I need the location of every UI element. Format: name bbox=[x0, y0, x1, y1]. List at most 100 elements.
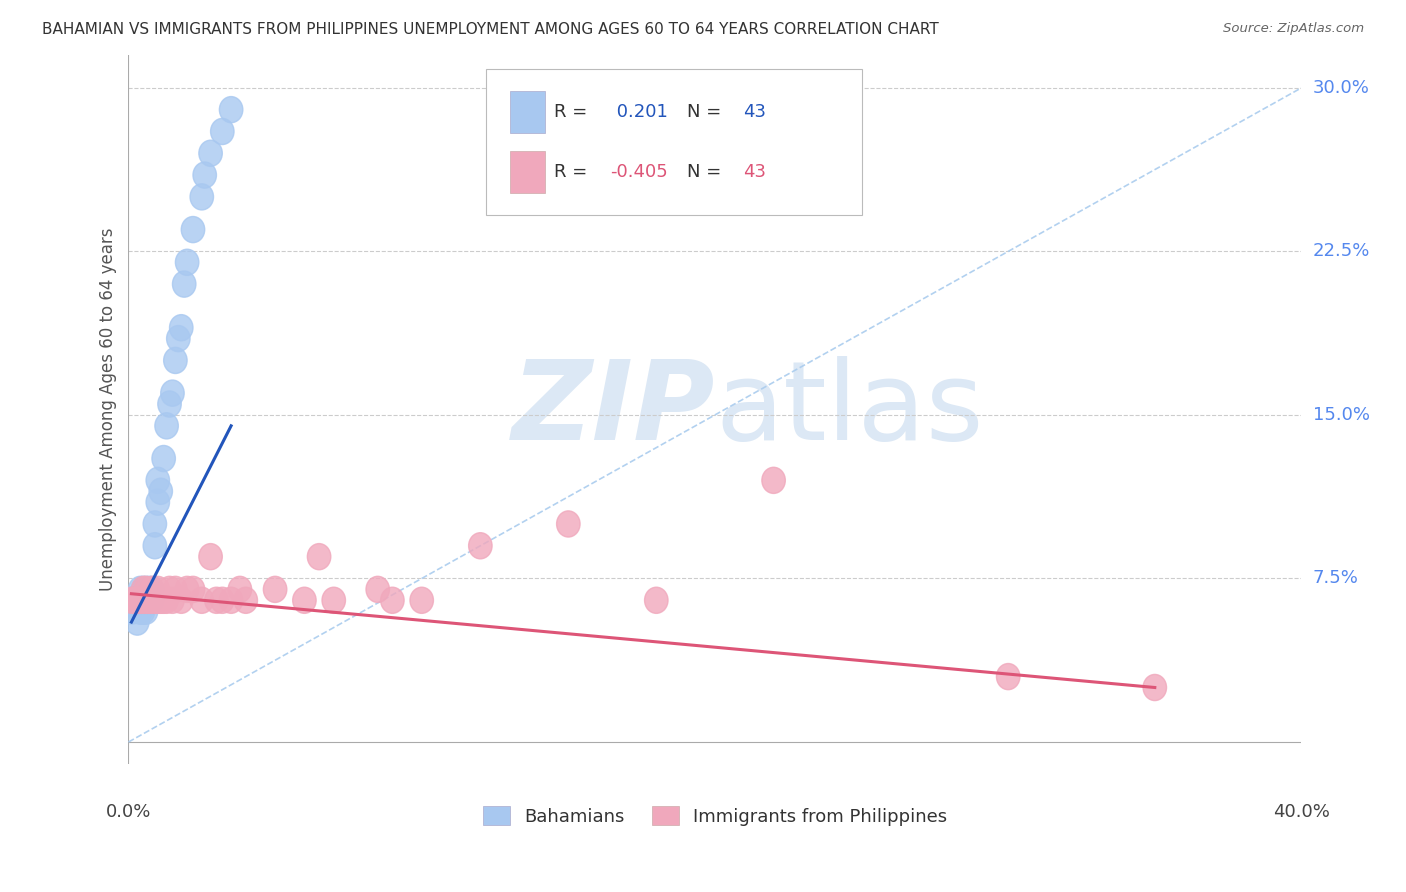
Ellipse shape bbox=[122, 587, 146, 614]
Text: atlas: atlas bbox=[714, 356, 983, 463]
Text: R =: R = bbox=[554, 103, 593, 120]
Text: N =: N = bbox=[686, 103, 727, 120]
Text: 40.0%: 40.0% bbox=[1272, 803, 1330, 821]
Ellipse shape bbox=[135, 587, 157, 614]
Ellipse shape bbox=[141, 576, 163, 602]
Ellipse shape bbox=[131, 576, 155, 602]
Text: BAHAMIAN VS IMMIGRANTS FROM PHILIPPINES UNEMPLOYMENT AMONG AGES 60 TO 64 YEARS C: BAHAMIAN VS IMMIGRANTS FROM PHILIPPINES … bbox=[42, 22, 939, 37]
Ellipse shape bbox=[128, 587, 152, 614]
Ellipse shape bbox=[141, 576, 163, 602]
Ellipse shape bbox=[125, 609, 149, 635]
Ellipse shape bbox=[176, 576, 198, 602]
Ellipse shape bbox=[211, 119, 233, 145]
Ellipse shape bbox=[190, 184, 214, 210]
Ellipse shape bbox=[141, 587, 163, 614]
FancyBboxPatch shape bbox=[510, 91, 546, 133]
Ellipse shape bbox=[120, 587, 143, 614]
Ellipse shape bbox=[135, 587, 157, 614]
Ellipse shape bbox=[155, 587, 179, 614]
Ellipse shape bbox=[138, 587, 160, 614]
FancyBboxPatch shape bbox=[486, 70, 862, 215]
Ellipse shape bbox=[122, 587, 146, 614]
Ellipse shape bbox=[308, 543, 330, 570]
Text: 30.0%: 30.0% bbox=[1313, 78, 1369, 97]
Ellipse shape bbox=[163, 347, 187, 374]
Text: 43: 43 bbox=[744, 163, 766, 181]
Text: N =: N = bbox=[686, 163, 727, 181]
Ellipse shape bbox=[644, 587, 668, 614]
Ellipse shape bbox=[128, 599, 152, 624]
Ellipse shape bbox=[135, 599, 157, 624]
FancyBboxPatch shape bbox=[510, 151, 546, 194]
Text: 15.0%: 15.0% bbox=[1313, 406, 1369, 424]
Ellipse shape bbox=[152, 445, 176, 472]
Ellipse shape bbox=[211, 587, 233, 614]
Ellipse shape bbox=[198, 140, 222, 166]
Ellipse shape bbox=[131, 587, 155, 614]
Text: Source: ZipAtlas.com: Source: ZipAtlas.com bbox=[1223, 22, 1364, 36]
Ellipse shape bbox=[149, 478, 173, 504]
Ellipse shape bbox=[120, 599, 143, 624]
Ellipse shape bbox=[166, 326, 190, 351]
Ellipse shape bbox=[762, 467, 786, 493]
Ellipse shape bbox=[135, 576, 157, 602]
Ellipse shape bbox=[141, 587, 163, 614]
Ellipse shape bbox=[176, 249, 198, 276]
Text: R =: R = bbox=[554, 163, 593, 181]
Ellipse shape bbox=[170, 587, 193, 614]
Ellipse shape bbox=[173, 271, 195, 297]
Ellipse shape bbox=[135, 576, 157, 602]
Ellipse shape bbox=[228, 576, 252, 602]
Ellipse shape bbox=[292, 587, 316, 614]
Ellipse shape bbox=[131, 587, 155, 614]
Ellipse shape bbox=[205, 587, 228, 614]
Legend: Bahamians, Immigrants from Philippines: Bahamians, Immigrants from Philippines bbox=[482, 806, 948, 826]
Ellipse shape bbox=[219, 96, 243, 123]
Ellipse shape bbox=[131, 587, 155, 614]
Ellipse shape bbox=[128, 576, 152, 602]
Ellipse shape bbox=[128, 587, 152, 614]
Ellipse shape bbox=[198, 543, 222, 570]
Ellipse shape bbox=[181, 576, 205, 602]
Text: 0.201: 0.201 bbox=[610, 103, 668, 120]
Ellipse shape bbox=[193, 162, 217, 188]
Ellipse shape bbox=[219, 587, 243, 614]
Ellipse shape bbox=[146, 587, 170, 614]
Ellipse shape bbox=[157, 391, 181, 417]
Ellipse shape bbox=[135, 587, 157, 614]
Ellipse shape bbox=[170, 315, 193, 341]
Ellipse shape bbox=[1143, 674, 1167, 700]
Ellipse shape bbox=[152, 587, 176, 614]
Ellipse shape bbox=[263, 576, 287, 602]
Ellipse shape bbox=[366, 576, 389, 602]
Ellipse shape bbox=[181, 217, 205, 243]
Ellipse shape bbox=[233, 587, 257, 614]
Ellipse shape bbox=[163, 576, 187, 602]
Ellipse shape bbox=[138, 587, 160, 614]
Ellipse shape bbox=[149, 587, 173, 614]
Ellipse shape bbox=[138, 576, 160, 602]
Ellipse shape bbox=[381, 587, 404, 614]
Text: ZIP: ZIP bbox=[512, 356, 714, 463]
Ellipse shape bbox=[155, 413, 179, 439]
Ellipse shape bbox=[125, 587, 149, 614]
Ellipse shape bbox=[322, 587, 346, 614]
Ellipse shape bbox=[143, 533, 166, 559]
Ellipse shape bbox=[160, 380, 184, 406]
Ellipse shape bbox=[138, 587, 160, 614]
Ellipse shape bbox=[997, 664, 1019, 690]
Text: 22.5%: 22.5% bbox=[1313, 243, 1369, 260]
Y-axis label: Unemployment Among Ages 60 to 64 years: Unemployment Among Ages 60 to 64 years bbox=[100, 227, 117, 591]
Ellipse shape bbox=[557, 511, 581, 537]
Text: 0.0%: 0.0% bbox=[105, 803, 152, 821]
Text: 7.5%: 7.5% bbox=[1313, 569, 1358, 588]
Ellipse shape bbox=[146, 467, 170, 493]
Text: -0.405: -0.405 bbox=[610, 163, 668, 181]
Ellipse shape bbox=[146, 576, 170, 602]
Ellipse shape bbox=[131, 576, 155, 602]
Ellipse shape bbox=[157, 576, 181, 602]
Ellipse shape bbox=[160, 587, 184, 614]
Ellipse shape bbox=[468, 533, 492, 559]
Ellipse shape bbox=[190, 587, 214, 614]
Ellipse shape bbox=[131, 594, 155, 620]
